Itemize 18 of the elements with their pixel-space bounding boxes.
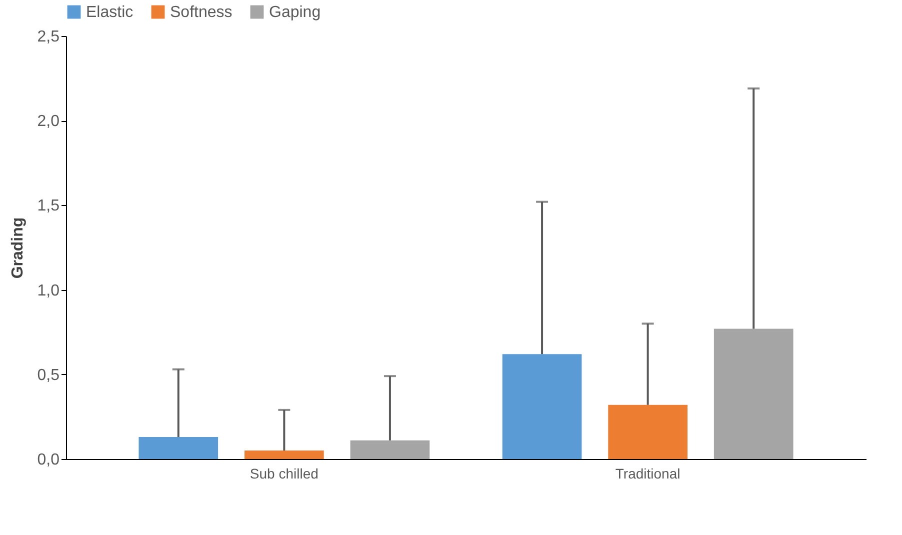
legend-label: Gaping — [269, 4, 321, 21]
y-tick-label: 2,5 — [37, 28, 60, 46]
y-tick-label: 1,0 — [37, 282, 60, 300]
y-tick-label: 2,0 — [37, 113, 60, 130]
y-tick-label: 0,0 — [37, 452, 60, 468]
x-tick-label: Traditional — [615, 466, 680, 482]
bar — [350, 440, 430, 459]
legend-label: Elastic — [86, 4, 134, 21]
y-tick-label: 0,5 — [37, 366, 60, 384]
legend-label: Softness — [170, 4, 232, 21]
bar — [138, 437, 218, 459]
y-axis-title: Grading — [9, 217, 26, 279]
bar — [502, 354, 582, 459]
x-tick-label: Sub chilled — [250, 466, 318, 482]
bar — [608, 404, 688, 459]
y-tick-label: 1,5 — [37, 198, 60, 215]
bar — [714, 328, 794, 459]
bar — [244, 450, 324, 459]
